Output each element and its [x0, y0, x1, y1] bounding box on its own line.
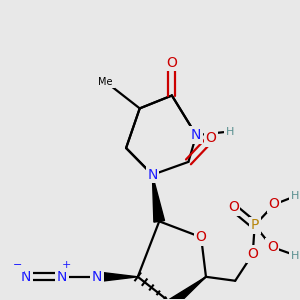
Polygon shape — [169, 277, 206, 300]
Text: +: + — [62, 260, 71, 270]
Text: −: − — [13, 260, 22, 270]
Polygon shape — [152, 175, 164, 222]
Text: O: O — [167, 56, 177, 70]
Text: H: H — [290, 251, 299, 261]
Text: O: O — [269, 197, 280, 212]
Text: O: O — [196, 230, 206, 244]
Text: N: N — [57, 270, 67, 284]
Text: P: P — [250, 218, 259, 232]
Text: O: O — [206, 131, 216, 145]
Text: N: N — [92, 270, 102, 284]
Text: H: H — [226, 127, 235, 137]
Text: N: N — [21, 270, 31, 284]
Text: Me: Me — [98, 76, 113, 87]
Text: N: N — [191, 128, 201, 142]
Text: O: O — [267, 240, 278, 254]
Text: O: O — [228, 200, 239, 214]
Text: N: N — [147, 168, 158, 182]
Polygon shape — [97, 272, 138, 282]
Text: H: H — [290, 190, 299, 201]
Text: O: O — [247, 247, 258, 261]
